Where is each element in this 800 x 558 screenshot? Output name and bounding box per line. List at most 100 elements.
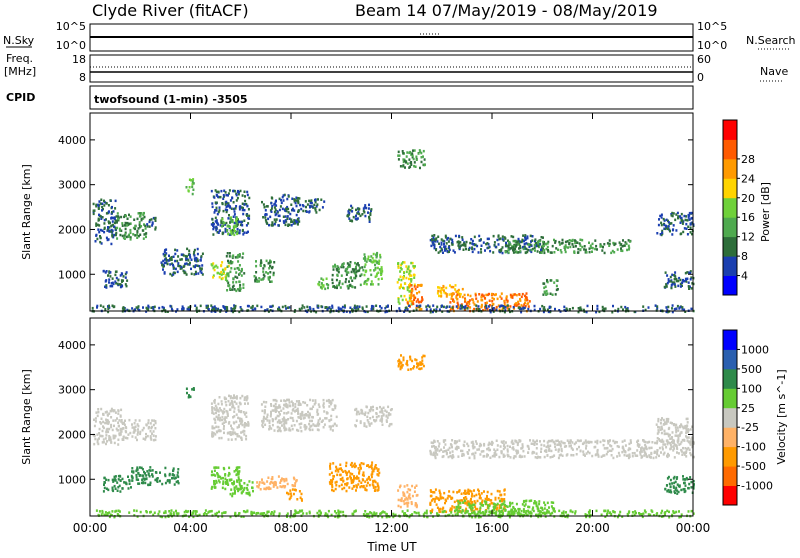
heatmap-cell <box>132 426 134 429</box>
heatmap-cell <box>450 498 452 501</box>
heatmap-cell <box>674 285 676 288</box>
heatmap-cell <box>335 466 337 469</box>
heatmap-cell <box>236 413 238 416</box>
heatmap-cell <box>227 266 229 269</box>
heatmap-cell <box>358 480 360 483</box>
heatmap-cell <box>341 274 343 277</box>
heatmap-cell <box>222 221 224 224</box>
heatmap-cell <box>458 289 460 292</box>
heatmap-cell <box>494 506 496 509</box>
heatmap-cell <box>279 482 281 485</box>
heatmap-cell <box>368 466 370 469</box>
heatmap-cell <box>323 285 325 288</box>
heatmap-cell <box>498 243 500 246</box>
heatmap-cell <box>154 306 156 309</box>
heatmap-cell <box>438 243 440 246</box>
heatmap-cell <box>191 259 193 262</box>
heatmap-cell <box>152 469 154 472</box>
heatmap-cell <box>328 400 330 403</box>
heatmap-cell <box>454 251 456 254</box>
heatmap-cell <box>213 223 215 226</box>
heatmap-cell <box>265 418 267 421</box>
heatmap-cell <box>138 305 140 308</box>
heatmap-cell <box>421 359 423 362</box>
heatmap-cell <box>225 404 227 407</box>
heatmap-cell <box>139 474 141 477</box>
heatmap-cell <box>195 271 197 274</box>
heatmap-cell <box>402 276 404 279</box>
heatmap-cell <box>114 485 116 488</box>
heatmap-cell <box>222 218 224 221</box>
heatmap-cell <box>234 225 236 228</box>
heatmap-cell <box>228 214 230 217</box>
heatmap-cell <box>304 424 306 427</box>
heatmap-cell <box>373 470 375 473</box>
heatmap-cell <box>452 491 454 494</box>
heatmap-cell <box>543 252 545 255</box>
heatmap-cell <box>470 295 472 298</box>
heatmap-cell <box>121 279 123 282</box>
heatmap-cell <box>167 480 169 483</box>
heatmap-cell <box>316 409 318 412</box>
heatmap-cell <box>489 250 491 253</box>
heatmap-cell <box>603 243 605 246</box>
heatmap-cell <box>234 396 236 399</box>
heatmap-cell <box>225 401 227 404</box>
heatmap-cell <box>572 448 574 451</box>
heatmap-cell <box>415 156 417 159</box>
heatmap-cell <box>479 497 481 500</box>
heatmap-cell <box>196 307 198 310</box>
heatmap-cell <box>168 255 170 258</box>
heatmap-cell <box>353 277 355 280</box>
colorbar-swatch <box>723 237 737 257</box>
heatmap-cell <box>603 444 605 447</box>
heatmap-cell <box>275 403 277 406</box>
heatmap-cell <box>135 429 137 432</box>
heatmap-cell <box>280 400 282 403</box>
heatmap-cell <box>513 240 515 243</box>
heatmap-cell <box>234 210 236 213</box>
heatmap-cell <box>369 259 371 262</box>
heatmap-cell <box>434 500 436 503</box>
heatmap-cell <box>674 271 676 274</box>
heatmap-cell <box>97 415 99 418</box>
heatmap-cell <box>476 245 478 248</box>
heatmap-cell <box>220 271 222 274</box>
heatmap-cell <box>112 305 114 308</box>
heatmap-cell <box>612 448 614 451</box>
heatmap-cell <box>277 430 279 433</box>
heatmap-cell <box>490 499 492 502</box>
heatmap-cell <box>365 280 367 283</box>
heatmap-cell <box>246 205 248 208</box>
heatmap-cell <box>516 503 518 506</box>
heatmap-cell <box>554 241 556 244</box>
heatmap-cell <box>333 285 335 288</box>
heatmap-cell <box>651 447 653 450</box>
heatmap-cell <box>504 493 506 496</box>
heatmap-cell <box>415 503 417 506</box>
heatmap-cell <box>177 262 179 265</box>
heatmap-cell <box>498 510 500 513</box>
heatmap-cell <box>459 295 461 298</box>
heatmap-cell <box>465 493 467 496</box>
heatmap-cell <box>518 293 520 296</box>
heatmap-cell <box>287 215 289 218</box>
heatmap-cell <box>583 248 585 251</box>
heatmap-cell <box>467 491 469 494</box>
heatmap-cell <box>409 166 411 169</box>
heatmap-cell <box>654 451 656 454</box>
heatmap-cell <box>192 193 194 196</box>
heatmap-cell <box>486 242 488 245</box>
heatmap-cell <box>177 255 179 258</box>
heatmap-cell <box>585 249 587 252</box>
heatmap-cell <box>486 307 488 310</box>
heatmap-cell <box>376 261 378 264</box>
heatmap-cell <box>591 441 593 444</box>
heatmap-cell <box>121 285 123 288</box>
heatmap-cell <box>108 281 110 284</box>
heatmap-cell <box>177 271 179 274</box>
heatmap-cell <box>282 485 284 488</box>
heatmap-cell <box>334 265 336 268</box>
heatmap-cell <box>219 276 221 279</box>
heatmap-cell <box>234 401 236 404</box>
